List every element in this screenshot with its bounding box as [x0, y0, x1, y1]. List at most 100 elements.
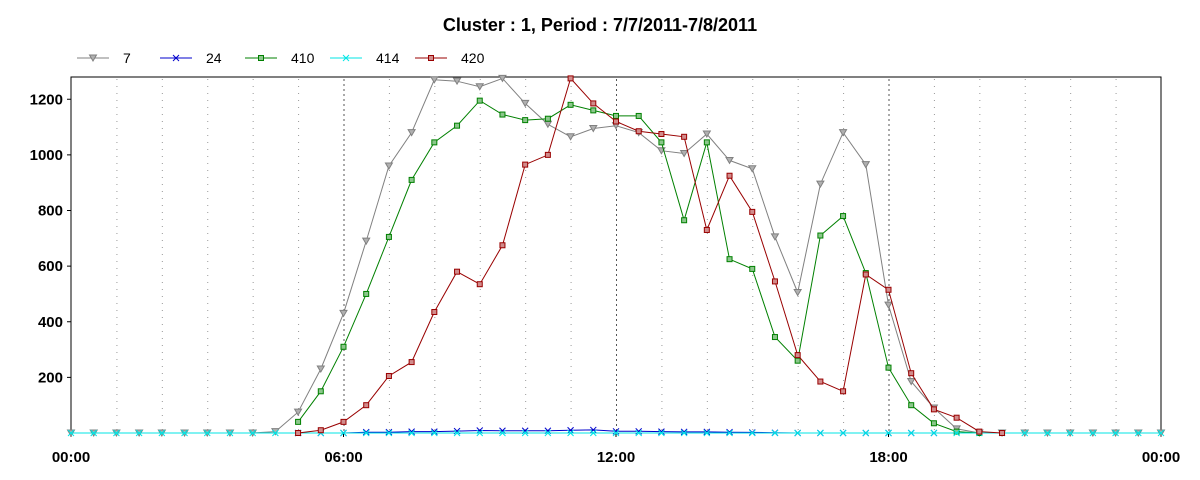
data-point-414 [794, 429, 802, 437]
data-point-414 [658, 429, 665, 437]
data-point-414 [1066, 429, 1074, 437]
data-point-414 [181, 429, 188, 437]
data-point-414 [635, 429, 643, 437]
data-point-24 [567, 426, 574, 434]
y-tick-label: 800 [38, 203, 63, 220]
data-point-420 [454, 268, 461, 275]
data-point-410 [908, 402, 915, 409]
data-point-410 [340, 343, 347, 350]
data-point-24 [726, 428, 733, 436]
x-tick-label: 18:00 [869, 449, 907, 466]
data-point-7 [339, 309, 348, 318]
data-point-7 [770, 233, 780, 241]
data-point-420 [999, 430, 1006, 436]
data-point-414 [521, 429, 529, 437]
x-tick-label: 06:00 [324, 449, 362, 466]
data-point-420 [499, 242, 506, 249]
data-point-410 [817, 232, 824, 239]
data-point-420 [522, 161, 529, 168]
data-point-420 [590, 100, 597, 107]
data-point-24 [680, 428, 688, 436]
data-point-410 [613, 112, 619, 119]
data-point-414 [453, 429, 461, 437]
data-point-414 [476, 429, 484, 437]
data-point-414 [953, 429, 960, 437]
data-point-414 [589, 429, 597, 437]
y-tick-label: 1200 [30, 91, 63, 108]
data-point-7 [702, 130, 712, 139]
data-point-7 [361, 237, 371, 246]
data-point-414 [544, 429, 552, 437]
data-point-410 [476, 97, 483, 104]
data-point-420 [317, 427, 324, 434]
data-point-414 [748, 429, 756, 437]
data-point-7 [498, 74, 507, 83]
data-point-420 [908, 370, 915, 377]
data-point-414 [930, 429, 938, 437]
data-point-420 [431, 309, 438, 316]
data-point-420 [408, 359, 415, 366]
data-point-410 [771, 334, 778, 341]
data-point-420 [703, 226, 710, 233]
legend-item-410: 410 [245, 50, 315, 66]
data-point-410 [953, 428, 960, 435]
data-point-7 [520, 99, 530, 108]
data-point-414 [1157, 429, 1165, 437]
data-point-414 [1112, 429, 1119, 437]
data-point-414 [1089, 429, 1097, 437]
data-point-7 [316, 365, 326, 374]
legend-marker [342, 54, 350, 62]
data-point-420 [885, 286, 892, 293]
legend-item-7: 7 [77, 50, 131, 66]
data-point-420 [658, 131, 665, 138]
data-point-7 [429, 76, 439, 84]
data-point-24 [703, 428, 711, 436]
legend-item-24: 24 [160, 50, 222, 66]
data-point-410 [295, 418, 302, 425]
legend-item-420: 420 [415, 50, 485, 66]
axes: 200 400 600 800 1000 1200 00:00 06:00 12:00 18:00… [30, 91, 1181, 466]
data-point-410 [522, 117, 529, 124]
data-point-420 [613, 118, 619, 125]
data-point-7 [861, 161, 871, 169]
data-point-420 [544, 151, 551, 158]
data-point-414 [90, 429, 98, 437]
legend-item-414: 414 [330, 50, 400, 66]
data-point-24 [408, 428, 415, 435]
chart-title: Cluster : 1, Period : 7/7/2011-7/8/2011 [443, 15, 757, 35]
data-point-7 [407, 129, 416, 137]
data-point-7 [816, 180, 825, 189]
legend-label: 414 [376, 50, 400, 66]
legend-label: 24 [206, 50, 222, 66]
data-point-7 [725, 156, 734, 165]
data-point-414 [703, 429, 711, 437]
data-point-414 [771, 429, 779, 437]
data-point-7 [475, 83, 485, 91]
data-point-420 [930, 406, 937, 413]
data-point-414 [249, 429, 257, 437]
legend-label: 420 [461, 50, 485, 66]
data-point-24 [430, 428, 438, 435]
data-point-414 [385, 429, 393, 437]
data-point-420 [794, 352, 801, 359]
data-point-414 [680, 429, 688, 437]
series-line-420 [298, 77, 1003, 434]
data-point-410 [499, 111, 506, 118]
data-point-414 [362, 429, 370, 437]
data-point-7 [793, 289, 803, 297]
data-point-7 [906, 378, 916, 386]
x-tick-label: 12:00 [597, 449, 635, 466]
data-point-414 [839, 429, 847, 437]
legend-marker [88, 54, 98, 62]
y-tick-label: 1000 [30, 147, 63, 164]
data-point-414 [862, 429, 870, 437]
data-point-24 [476, 427, 484, 434]
data-point-414 [135, 429, 143, 437]
data-point-410 [794, 357, 801, 364]
data-point-420 [817, 378, 824, 385]
data-point-420 [295, 430, 302, 436]
data-point-414 [499, 429, 506, 437]
data-point-7 [293, 408, 303, 417]
